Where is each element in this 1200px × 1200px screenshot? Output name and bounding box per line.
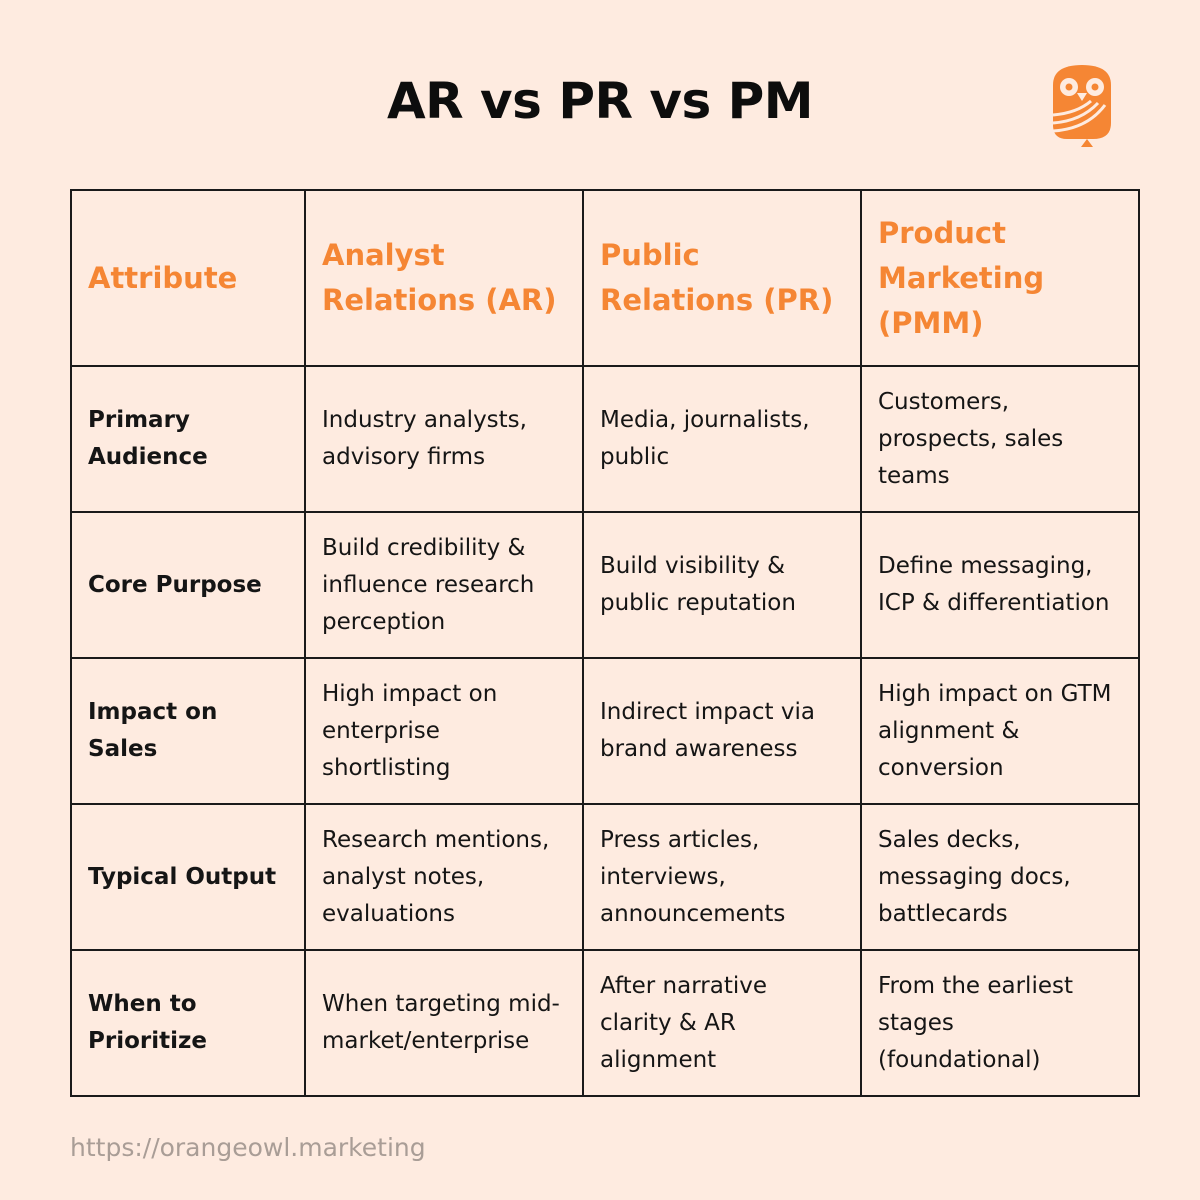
row-attribute: Impact on Sales — [70, 657, 306, 805]
cell-ar: Industry analysts, advisory firms — [304, 365, 584, 513]
owl-logo-icon — [1052, 65, 1111, 147]
row-attribute: When to Prioritize — [70, 949, 306, 1097]
cell-pmm: High impact on GTM alignment & conversio… — [860, 657, 1140, 805]
cell-ar: Research mentions, analyst notes, evalua… — [304, 803, 584, 951]
header-attribute: Attribute — [70, 189, 306, 367]
footer-url[interactable]: https://orangeowl.marketing — [70, 1133, 426, 1162]
cell-ar: Build credibility & influence research p… — [304, 511, 584, 659]
cell-pr: Build visibility & public reputation — [582, 511, 862, 659]
header-pmm: Product Marketing (PMM) — [860, 189, 1140, 367]
cell-pmm: Define messaging, ICP & differentiation — [860, 511, 1140, 659]
page-title: AR vs PR vs PM — [386, 72, 814, 130]
cell-pmm: Customers, prospects, sales teams — [860, 365, 1140, 513]
header-pr: Public Relations (PR) — [582, 189, 862, 367]
cell-ar: High impact on enterprise shortlisting — [304, 657, 584, 805]
row-attribute: Core Purpose — [70, 511, 306, 659]
cell-pr: Indirect impact via brand awareness — [582, 657, 862, 805]
table-row: When to Prioritize When targeting mid-ma… — [70, 949, 1140, 1097]
cell-pr: Media, journalists, public — [582, 365, 862, 513]
row-attribute: Primary Audience — [70, 365, 306, 513]
table-row: Core Purpose Build credibility & influen… — [70, 511, 1140, 659]
table-row: Impact on Sales High impact on enterpris… — [70, 657, 1140, 805]
comparison-table: Attribute Analyst Relations (AR) Public … — [70, 189, 1140, 1097]
cell-ar: When targeting mid-market/enterprise — [304, 949, 584, 1097]
row-attribute: Typical Output — [70, 803, 306, 951]
table-row: Primary Audience Industry analysts, advi… — [70, 365, 1140, 513]
cell-pmm: Sales decks, messaging docs, battlecards — [860, 803, 1140, 951]
cell-pmm: From the earliest stages (foundational) — [860, 949, 1140, 1097]
cell-pr: Press articles, interviews, announcement… — [582, 803, 862, 951]
cell-pr: After narrative clarity & AR alignment — [582, 949, 862, 1097]
header-row: Attribute Analyst Relations (AR) Public … — [70, 189, 1140, 367]
header-ar: Analyst Relations (AR) — [304, 189, 584, 367]
table-row: Typical Output Research mentions, analys… — [70, 803, 1140, 951]
